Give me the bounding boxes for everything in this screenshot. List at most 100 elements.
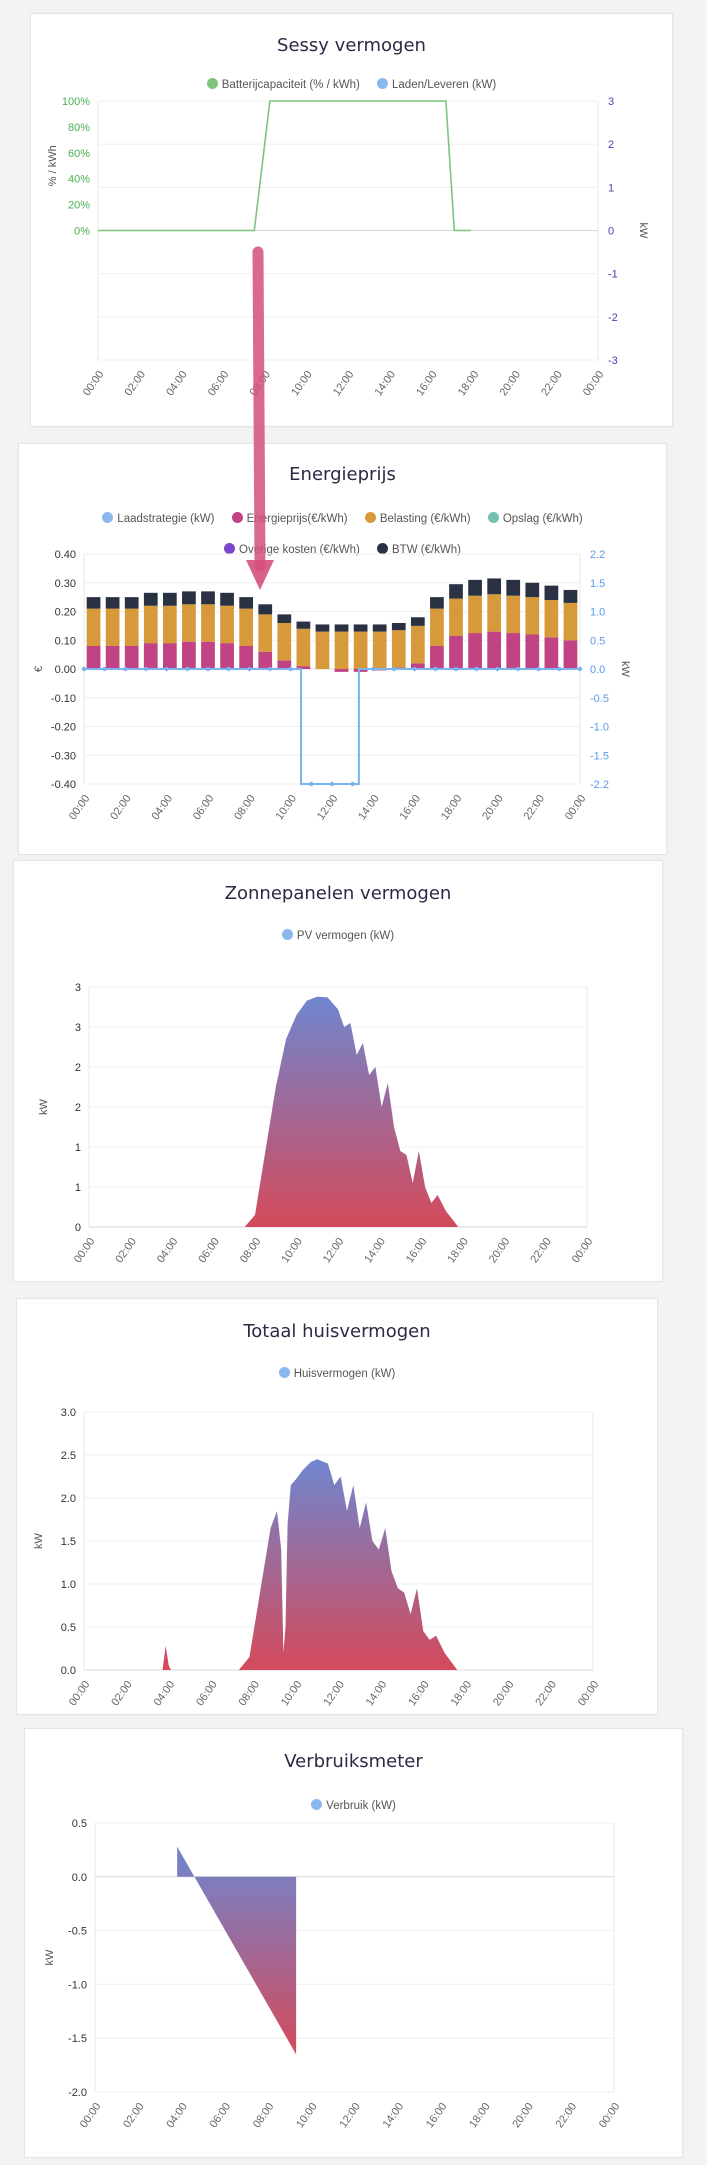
bar-belasting (372, 631, 387, 669)
x-tick-label: 14:00 (362, 1236, 388, 1265)
y2-tick-label: -1.5 (590, 750, 609, 762)
x-tick-label: 22:00 (522, 793, 548, 822)
y2-tick-label: -3 (608, 355, 618, 367)
bar-btw (182, 591, 196, 605)
laadstrategie-point (577, 666, 583, 672)
bar-belasting (410, 625, 425, 664)
x-tick-label: 00:00 (72, 1236, 98, 1265)
y2-tick-label: 0.0 (590, 664, 605, 676)
legend-item-belasting[interactable]: Belasting (€/kWh) (364, 504, 471, 535)
legend-label-laden: Laden/Leveren (kW) (392, 79, 497, 91)
y-tick-label: 40% (68, 174, 90, 186)
huis-area (84, 1459, 593, 1670)
bar-btw (391, 623, 406, 631)
y-tick-label: 0.0 (61, 1665, 76, 1677)
x-tick-label: 02:00 (108, 793, 134, 822)
bar-btw (410, 617, 425, 626)
y-tick-label: 2 (75, 1062, 81, 1074)
y2-tick-label: -1.0 (590, 722, 609, 734)
legend-item-laden[interactable]: Laden/Leveren (kW) (377, 70, 496, 101)
verbruik-legend: Verbruik (kW) (25, 1791, 682, 1822)
x-tick-label: 14:00 (364, 1679, 390, 1708)
laadstrategie-point (474, 666, 479, 672)
legend-dot-energieprijs (231, 512, 243, 523)
laadstrategie-point (247, 666, 252, 672)
bar-energieprijs (525, 634, 540, 669)
legend-item-energieprijs[interactable]: Energieprijs(€/kWh) (231, 504, 348, 535)
bar-btw (353, 624, 368, 632)
y-tick-label: 0.0 (72, 1872, 87, 1884)
laadstrategie-point (329, 781, 335, 787)
x-tick-label: 00:00 (570, 1236, 596, 1265)
bar-belasting (315, 631, 330, 669)
x-tick-label: 00:00 (67, 793, 93, 822)
bar-belasting (506, 595, 521, 634)
bar-energieprijs (201, 641, 215, 669)
x-tick-label: 18:00 (439, 793, 465, 822)
bar-belasting (468, 595, 482, 634)
laadstrategie-point (226, 666, 231, 672)
laadstrategie-point (288, 666, 293, 672)
bar-belasting (563, 602, 578, 641)
y-tick-label: -1.5 (68, 2033, 87, 2045)
y2-tick-label: 1 (608, 182, 614, 194)
y2-tick-label: 2.2 (590, 549, 605, 561)
legend-label-belasting: Belasting (€/kWh) (379, 513, 471, 525)
x-tick-label: 20:00 (491, 1679, 517, 1708)
bar-belasting (239, 608, 254, 646)
legend-label-huis: Huisvermogen (kW) (293, 1368, 396, 1380)
y-tick-label: -0.10 (51, 693, 76, 705)
legend-item-pv[interactable]: PV vermogen (kW) (281, 921, 394, 952)
laadstrategie-point (102, 666, 107, 672)
legend-item-opslag[interactable]: Opslag (€/kWh) (487, 504, 583, 535)
bar-energieprijs (353, 669, 368, 672)
x-tick-label: 06:00 (196, 1236, 222, 1265)
y-axis-label: kW (44, 1949, 56, 1966)
legend-dot-opslag (487, 512, 499, 523)
legend-item-verbruik[interactable]: Verbruik (kW) (311, 1791, 396, 1822)
legend-item-laadstrategie[interactable]: Laadstrategie (kW) (102, 504, 214, 535)
battery-capacity-line (98, 100, 471, 232)
bar-energieprijs (162, 643, 177, 669)
x-tick-label: 06:00 (206, 369, 232, 398)
laadstrategie-point (350, 781, 355, 787)
laadstrategie-point (205, 666, 211, 672)
y-tick-label: 3 (75, 982, 81, 994)
zon-legend: PV vermogen (kW) (14, 921, 662, 952)
legend-item-overige[interactable]: Overige kosten (€/kWh) (224, 535, 360, 566)
x-tick-label: 10:00 (289, 369, 315, 398)
bar-belasting (105, 608, 120, 646)
huis-chart: 3.0 2.5 2.0 1.5 1.0 0.5 0.0 00:00 02:00 04:00 06:0… (33, 1407, 602, 1708)
x-tick-label: 22:00 (539, 369, 565, 398)
legend-dot-laadstrategie (102, 512, 114, 523)
legend-item-btw[interactable]: BTW (€/kWh) (377, 535, 461, 566)
y2-tick-label: 3 (608, 96, 614, 108)
prijs-legend: Laadstrategie (kW) Energieprijs(€/kWh) B… (19, 504, 666, 566)
legend-item-huis[interactable]: Huisvermogen (kW) (278, 1359, 396, 1390)
x-tick-label: 04:00 (164, 2101, 190, 2130)
bar-energieprijs (296, 666, 311, 669)
bar-energieprijs (124, 646, 139, 669)
bar-btw (143, 592, 158, 606)
legend-label-btw: BTW (€/kWh) (392, 544, 461, 556)
y-tick-label: 3.0 (61, 1407, 76, 1419)
x-tick-label: 16:00 (424, 2101, 450, 2130)
laadstrategie-point (557, 666, 562, 672)
x-tick-label: 02:00 (113, 1236, 139, 1265)
legend-label-opslag: Opslag (€/kWh) (502, 513, 583, 525)
legend-label-batterij: Batterijcapaciteit (% / kWh) (221, 79, 360, 91)
bar-energieprijs (449, 635, 463, 669)
legend-item-batterij[interactable]: Batterijcapaciteit (% / kWh) (206, 70, 360, 101)
x-tick-label: 20:00 (480, 793, 506, 822)
laadstrategie-point (81, 666, 87, 672)
pv-area (89, 996, 587, 1227)
y-tick-label: 0.00 (55, 664, 76, 676)
bar-belasting (277, 623, 292, 661)
laadstrategie-point (495, 666, 500, 672)
legend-dot-verbruik (311, 1799, 323, 1810)
x-tick-label: 00:00 (576, 1679, 602, 1708)
x-tick-label: 14:00 (381, 2101, 407, 2130)
y-tick-label: 0.20 (55, 607, 76, 619)
y-tick-label: 2.5 (61, 1450, 76, 1462)
